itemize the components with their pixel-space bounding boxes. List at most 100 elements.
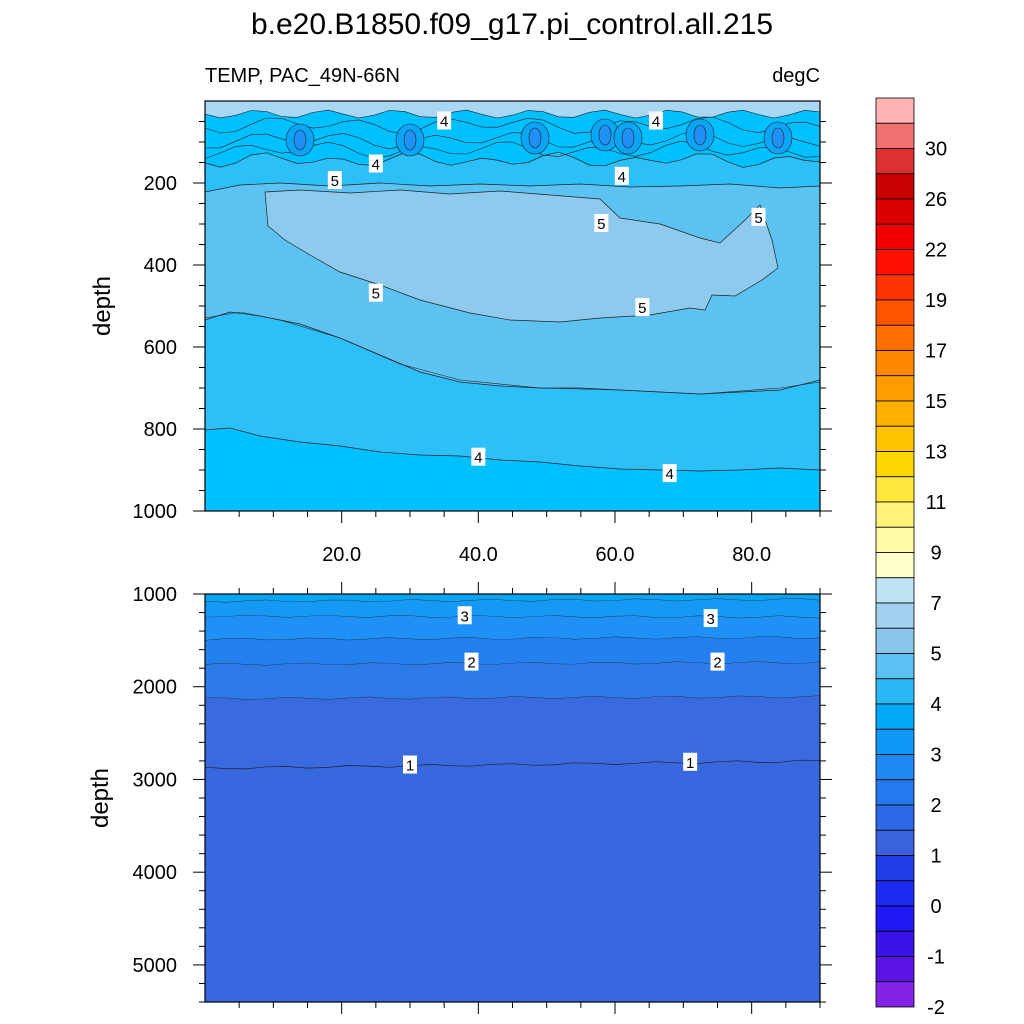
colorbar-label: 4 <box>930 694 941 716</box>
lower-y-tick-label: 4000 <box>133 862 178 884</box>
upper-contour-panel: 200 400 600 800 1000 20.0 40.0 60.0 80.0 depth 4 4 4… <box>89 100 832 566</box>
contour-band-surface-warm <box>204 100 821 119</box>
contour-label-box <box>710 652 725 671</box>
colorbar-swatch <box>875 274 915 301</box>
upper-y-tick-label: 1000 <box>133 501 178 523</box>
subtitle-left: TEMP, PAC_49N-66N <box>205 65 400 87</box>
contour-label-box <box>614 166 629 185</box>
lower-contour-band <box>205 661 820 700</box>
colorbar-swatch <box>875 602 915 629</box>
lower-contour-band <box>205 636 820 666</box>
colorbar-label: 3 <box>930 745 941 767</box>
contour-label: 5 <box>331 173 339 190</box>
colorbar-swatch <box>875 779 915 806</box>
colorbar-label: 30 <box>925 139 947 161</box>
contour-label-box <box>403 755 417 774</box>
colorbar-swatch <box>875 905 915 932</box>
colorbar-swatch <box>875 223 915 250</box>
lower-y-axis-label: depth <box>87 768 114 828</box>
contour-label: 4 <box>372 157 380 174</box>
colorbar-label: 11 <box>926 492 947 514</box>
contour-label-box <box>457 606 472 625</box>
lower-y-tick-label: 2000 <box>133 677 178 699</box>
colorbar-swatch <box>875 981 915 1008</box>
colorbar: 30 26 22 19 17 15 13 11 9 7 5 4 3 2 1 0 -1 -2 <box>875 97 947 1019</box>
colorbar-swatch <box>875 552 915 579</box>
colorbar-swatch <box>875 299 915 326</box>
colorbar-swatch <box>875 249 915 276</box>
eddy-ring-inner <box>621 127 635 149</box>
colorbar-swatch <box>875 880 915 907</box>
colorbar-label: 13 <box>925 442 947 464</box>
contour-label: 5 <box>372 286 380 303</box>
upper-x-tick-label: 40.0 <box>459 544 498 566</box>
contour-label: 4 <box>440 114 448 131</box>
colorbar-label: 5 <box>930 644 941 666</box>
contour-label-box <box>703 609 718 628</box>
contour-label-box <box>751 207 766 226</box>
colorbar-label: 17 <box>925 341 947 363</box>
upper-y-axis-label: depth <box>89 276 116 336</box>
lower-contour-band <box>205 695 820 769</box>
upper-x-tick-label: 60.0 <box>596 544 635 566</box>
colorbar-swatch <box>875 703 915 730</box>
upper-x-tick-label: 20.0 <box>322 544 361 566</box>
colorbar-swatch <box>875 956 915 983</box>
upper-y-tick-label: 200 <box>144 173 177 195</box>
colorbar-swatch <box>875 754 915 781</box>
colorbar-swatch <box>875 400 915 427</box>
contour-label: 4 <box>652 114 660 131</box>
colorbar-label: -2 <box>927 997 945 1019</box>
contour-label-box <box>464 652 479 671</box>
lower-contour-band <box>205 598 820 619</box>
colorbar-swatch <box>875 728 915 755</box>
contour-label: 4 <box>474 450 482 467</box>
colorbar-label: 26 <box>925 189 947 211</box>
lower-contour-line <box>204 759 821 770</box>
contour-label-box <box>327 170 342 189</box>
contour-line-mid <box>204 311 821 395</box>
contour-label: 3 <box>460 608 468 625</box>
contour-label: 3 <box>706 611 714 628</box>
eddy-ring-inner <box>293 129 307 151</box>
colorbar-swatch <box>875 577 915 604</box>
colorbar-swatch <box>875 930 915 957</box>
colorbar-label: 7 <box>930 593 941 615</box>
colorbar-label: 1 <box>930 846 941 868</box>
colorbar-label: 9 <box>930 543 941 565</box>
lower-y-tick-label: 1000 <box>133 584 178 606</box>
eddy-ring-inner <box>598 124 612 146</box>
contour-band-warm-core <box>264 189 779 323</box>
lower-y-tick-label: 5000 <box>133 955 178 977</box>
colorbar-swatch <box>875 627 915 654</box>
contour-label: 5 <box>638 300 646 317</box>
subtitle-right: degC <box>772 65 820 87</box>
colorbar-swatch <box>875 451 915 478</box>
contour-label-box <box>368 154 383 173</box>
colorbar-label: 2 <box>930 795 941 817</box>
upper-y-tick-label: 800 <box>144 419 177 441</box>
eddy-ring-inner <box>771 127 785 149</box>
contour-label-box <box>649 111 663 130</box>
colorbar-swatch <box>875 148 915 175</box>
eddy-ring-inner <box>693 124 707 146</box>
upper-x-tick-label: 80.0 <box>732 544 771 566</box>
contour-label-box <box>437 111 452 130</box>
contour-label: 5 <box>597 216 605 233</box>
colorbar-swatch <box>875 526 915 553</box>
colorbar-swatch <box>875 375 915 402</box>
lower-y-tick-label: 3000 <box>133 769 178 791</box>
contour-label: 1 <box>406 758 414 775</box>
contour-label: 4 <box>665 466 673 483</box>
colorbar-swatch <box>875 350 915 377</box>
colorbar-label: 15 <box>925 391 947 413</box>
colorbar-swatch <box>875 653 915 680</box>
colorbar-swatch <box>875 425 915 452</box>
colorbar-label: 22 <box>925 240 947 262</box>
contour-label: 2 <box>713 655 721 672</box>
contour-label: 4 <box>618 169 626 186</box>
eddy-ring-inner <box>403 129 417 151</box>
colorbar-swatch <box>875 501 915 528</box>
colorbar-label: -1 <box>927 947 945 969</box>
